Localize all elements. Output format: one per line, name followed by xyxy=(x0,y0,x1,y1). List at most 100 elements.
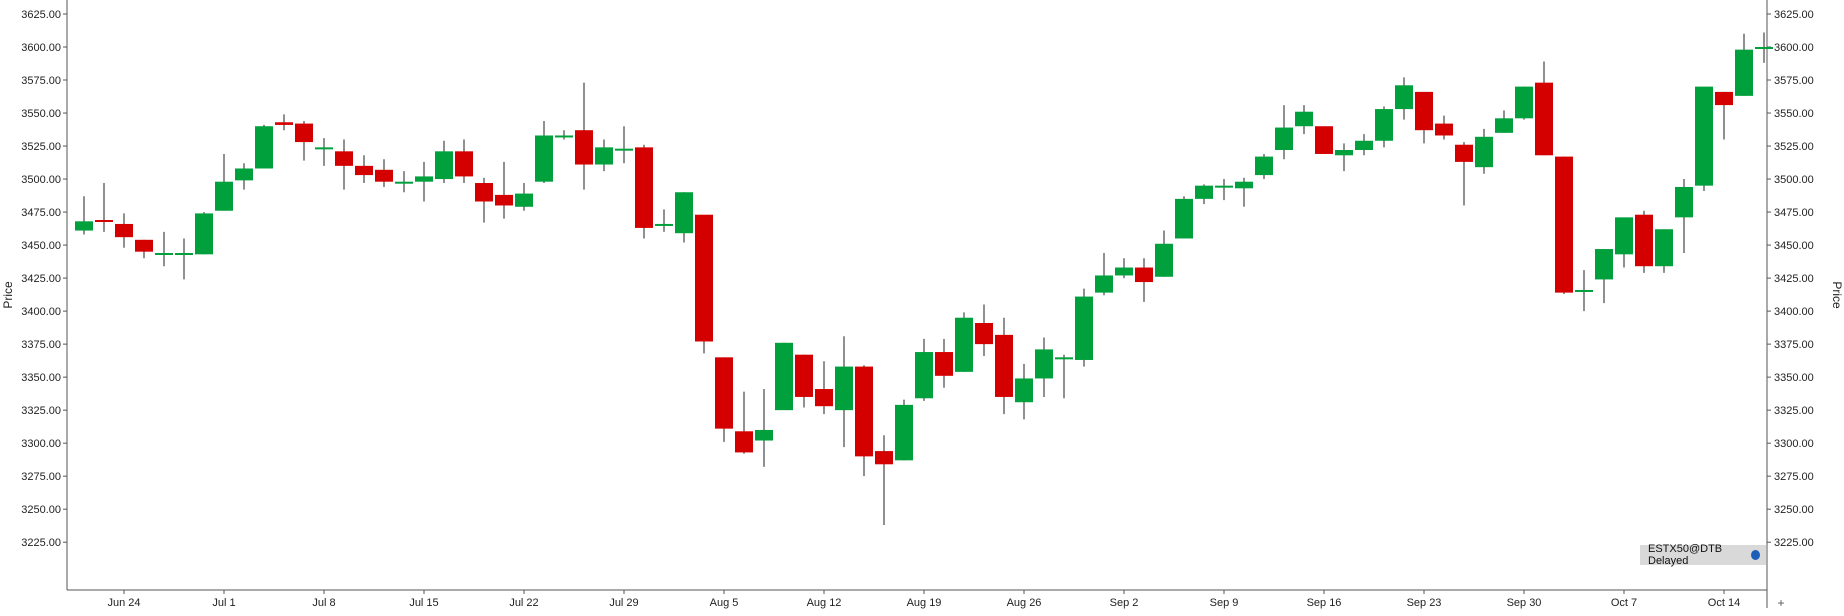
candle-body xyxy=(1175,198,1193,239)
candle-body xyxy=(895,404,913,461)
candles-layer xyxy=(75,32,1773,526)
candle-body xyxy=(1475,136,1493,168)
y-tick-label-right: 3475.00 xyxy=(1774,207,1814,219)
y-tick-label-right: 3225.00 xyxy=(1774,537,1814,549)
candle-body xyxy=(95,219,113,222)
y-tick-label-left: 3325.00 xyxy=(21,405,61,417)
candle xyxy=(815,361,833,415)
candle xyxy=(115,213,133,248)
y-tick-label-left: 3475.00 xyxy=(21,207,61,219)
candle-body xyxy=(1415,91,1433,131)
candle-body xyxy=(535,135,553,182)
candle xyxy=(1495,110,1513,133)
candle-body xyxy=(135,239,153,252)
candle xyxy=(215,153,233,211)
symbol-badge[interactable]: ESTX50@DTB Delayed xyxy=(1640,543,1766,567)
candle-body xyxy=(875,451,893,465)
candle xyxy=(1595,249,1613,304)
candle xyxy=(655,209,673,232)
candle xyxy=(355,155,373,184)
y-tick-label-right: 3450.00 xyxy=(1774,240,1814,252)
candle-body xyxy=(155,253,173,256)
candle xyxy=(615,126,633,164)
x-tick-label: Sep 9 xyxy=(1210,597,1239,609)
globe-icon xyxy=(1751,550,1760,560)
x-tick-label: Sep 2 xyxy=(1110,597,1139,609)
y-tick-label-left: 3375.00 xyxy=(21,339,61,351)
x-tick-label: Oct 14 xyxy=(1708,597,1740,609)
candle-body xyxy=(555,135,573,138)
candle xyxy=(315,138,333,166)
candle-body xyxy=(1035,349,1053,379)
candle-body xyxy=(1595,249,1613,280)
y-tick-label-right: 3350.00 xyxy=(1774,372,1814,384)
candle-body xyxy=(1355,140,1373,151)
candle-body xyxy=(1735,49,1753,96)
y-tick-label-right: 3325.00 xyxy=(1774,405,1814,417)
candle-body xyxy=(695,214,713,342)
candle xyxy=(675,192,693,243)
candle-body xyxy=(255,126,273,169)
candle-body xyxy=(475,183,493,202)
x-tick-label: Aug 12 xyxy=(807,597,842,609)
x-tick-label: Jul 15 xyxy=(409,597,438,609)
y-tick-label-right: 3550.00 xyxy=(1774,108,1814,120)
candle xyxy=(1155,230,1173,277)
candle xyxy=(955,312,973,372)
candle-body xyxy=(1395,85,1413,110)
candle xyxy=(75,196,93,235)
y-tick-label-right: 3625.00 xyxy=(1774,9,1814,21)
x-tick-label: Jun 24 xyxy=(107,597,140,609)
candle-body xyxy=(1315,126,1333,154)
candle xyxy=(1735,33,1753,96)
candle-body xyxy=(1695,86,1713,186)
candle-body xyxy=(1375,109,1393,141)
y-tick-label-right: 3425.00 xyxy=(1774,273,1814,285)
candle-body xyxy=(855,366,873,457)
candle-body xyxy=(635,147,653,228)
candle-body xyxy=(295,123,313,143)
candle-body xyxy=(515,193,533,207)
y-tick-label-left: 3500.00 xyxy=(21,174,61,186)
candle-body xyxy=(1515,86,1533,119)
candle-body xyxy=(735,431,753,453)
x-tick-label: Jul 29 xyxy=(609,597,638,609)
candle xyxy=(635,144,653,239)
y-tick-label-right: 3400.00 xyxy=(1774,306,1814,318)
y-tick-label-left: 3450.00 xyxy=(21,240,61,252)
candle-body xyxy=(935,352,953,376)
candle xyxy=(1635,210,1653,273)
candle-body xyxy=(1275,127,1293,151)
candle xyxy=(975,304,993,357)
candle-body xyxy=(1095,275,1113,293)
candle-body xyxy=(1435,123,1453,136)
candle xyxy=(135,239,153,259)
y-axis-label-right: Price xyxy=(1830,281,1844,309)
candle xyxy=(715,357,733,442)
candle-body xyxy=(1495,118,1513,133)
candle xyxy=(1515,86,1533,120)
y-tick-label-left: 3300.00 xyxy=(21,438,61,450)
candle xyxy=(1055,354,1073,399)
candle xyxy=(935,338,953,388)
candle-body xyxy=(1335,150,1353,156)
candle xyxy=(1715,91,1733,140)
y-tick-label-right: 3250.00 xyxy=(1774,504,1814,516)
y-tick-label-right: 3600.00 xyxy=(1774,42,1814,54)
candle-body xyxy=(1575,289,1593,292)
candle-body xyxy=(915,352,933,399)
x-tick-label: Jul 8 xyxy=(312,597,335,609)
candle xyxy=(1035,337,1053,397)
candle xyxy=(1295,105,1313,135)
candle-body xyxy=(335,151,353,166)
y-tick-label-right: 3300.00 xyxy=(1774,438,1814,450)
candle-body xyxy=(1255,156,1273,176)
candle xyxy=(555,130,573,140)
candle-body xyxy=(1555,156,1573,293)
symbol-badge-label: ESTX50@DTB Delayed xyxy=(1648,543,1723,567)
corner-plus-icon: + xyxy=(1777,596,1784,610)
candle-body xyxy=(615,148,633,151)
candle-body xyxy=(215,181,233,211)
candle xyxy=(1655,229,1673,273)
x-tick-label: Sep 16 xyxy=(1307,597,1342,609)
